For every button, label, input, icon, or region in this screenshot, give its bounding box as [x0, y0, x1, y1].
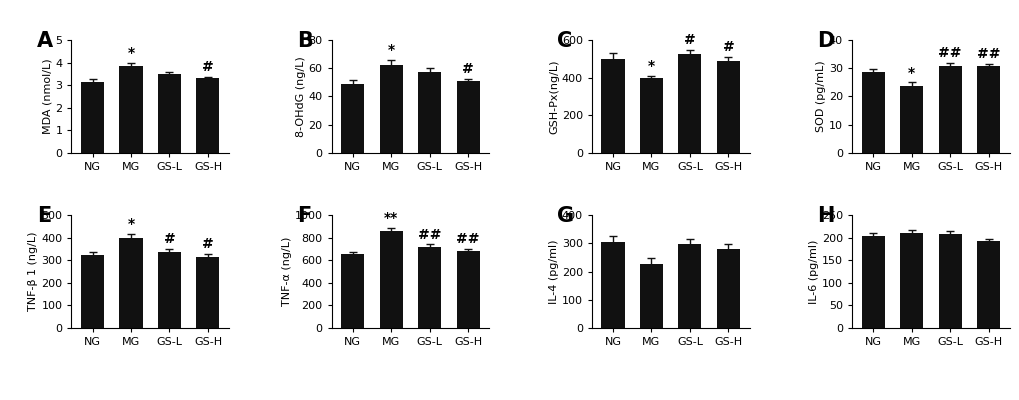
Text: #: #	[721, 40, 734, 54]
Text: *: *	[647, 59, 654, 73]
Y-axis label: GSH-Px(ng/L): GSH-Px(ng/L)	[548, 59, 558, 134]
Bar	[716, 249, 739, 328]
Text: H: H	[816, 206, 834, 226]
Text: B: B	[297, 31, 313, 51]
Text: #: #	[202, 237, 214, 251]
Bar	[900, 86, 922, 153]
Text: #: #	[202, 60, 214, 74]
Bar	[937, 66, 961, 153]
Bar	[716, 61, 739, 153]
Bar	[601, 242, 624, 328]
Bar	[937, 234, 961, 328]
Bar	[197, 257, 219, 328]
Y-axis label: IL-4 (pg/ml): IL-4 (pg/ml)	[548, 239, 558, 304]
Bar	[861, 236, 883, 328]
Bar	[457, 81, 479, 153]
Bar	[639, 78, 662, 153]
Bar	[976, 241, 1000, 328]
Y-axis label: TNF-β 1 (ng/L): TNF-β 1 (ng/L)	[29, 232, 39, 311]
Text: #: #	[163, 232, 175, 246]
Bar	[341, 84, 364, 153]
Bar	[418, 247, 441, 328]
Text: *: *	[127, 217, 135, 231]
Bar	[341, 254, 364, 328]
Bar	[119, 238, 143, 328]
Bar	[379, 231, 403, 328]
Text: C: C	[556, 31, 572, 51]
Text: ##: ##	[976, 47, 1000, 61]
Bar	[81, 255, 104, 328]
Bar	[158, 74, 180, 153]
Y-axis label: SOD (pg/mL): SOD (pg/mL)	[815, 61, 825, 132]
Bar	[379, 66, 403, 153]
Text: F: F	[297, 206, 311, 226]
Bar	[976, 66, 1000, 153]
Text: ##: ##	[418, 228, 441, 242]
Bar	[900, 233, 922, 328]
Bar	[457, 251, 479, 328]
Text: ##: ##	[937, 46, 961, 60]
Y-axis label: IL-6 (pg/ml): IL-6 (pg/ml)	[808, 239, 818, 304]
Bar	[678, 54, 701, 153]
Text: *: *	[127, 46, 135, 60]
Bar	[81, 82, 104, 153]
Text: G: G	[556, 206, 574, 226]
Bar	[678, 244, 701, 328]
Y-axis label: TNF-α (ng/L): TNF-α (ng/L)	[281, 237, 291, 306]
Bar	[639, 264, 662, 328]
Bar	[418, 72, 441, 153]
Text: A: A	[37, 31, 53, 51]
Text: #: #	[462, 62, 474, 76]
Bar	[601, 59, 624, 153]
Text: D: D	[816, 31, 834, 51]
Text: ##: ##	[455, 232, 480, 246]
Bar	[119, 66, 143, 153]
Text: *: *	[907, 66, 914, 80]
Bar	[158, 252, 180, 328]
Bar	[197, 78, 219, 153]
Text: *: *	[387, 43, 394, 57]
Text: **: **	[384, 211, 398, 225]
Text: #: #	[684, 33, 695, 47]
Bar	[861, 72, 883, 153]
Text: E: E	[37, 206, 51, 226]
Y-axis label: MDA (nmol/L): MDA (nmol/L)	[43, 59, 52, 134]
Y-axis label: 8-OHdG (ng/L): 8-OHdG (ng/L)	[296, 56, 306, 137]
